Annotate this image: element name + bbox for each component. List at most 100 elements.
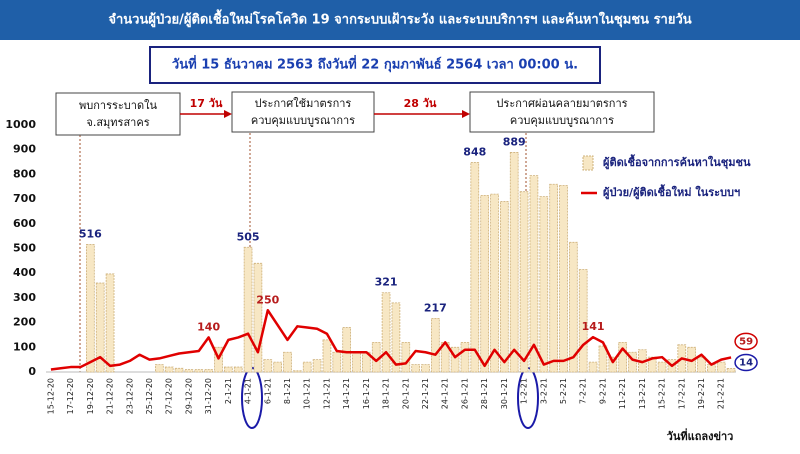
bar bbox=[588, 361, 598, 373]
data-label: 321 bbox=[375, 276, 398, 289]
x-tick-label: 25-12-20 bbox=[145, 378, 154, 414]
x-tick-label: 30-1-21 bbox=[500, 378, 509, 409]
bar bbox=[490, 193, 499, 373]
bar bbox=[204, 369, 213, 373]
bar bbox=[194, 369, 204, 373]
x-tick-label: 31-12-20 bbox=[204, 378, 213, 414]
bar bbox=[184, 369, 194, 373]
bar bbox=[450, 346, 460, 373]
data-label: 140 bbox=[197, 320, 220, 333]
annotation-text: จ.สมุทรสาคร bbox=[86, 116, 149, 129]
data-label: 516 bbox=[79, 228, 102, 241]
x-tick-label: 20-1-21 bbox=[401, 378, 410, 409]
bar bbox=[95, 282, 105, 373]
label-circle bbox=[734, 353, 758, 372]
y-tick-label: 900 bbox=[13, 143, 36, 156]
bar bbox=[697, 356, 706, 373]
x-tick-label: 21-2-21 bbox=[717, 378, 726, 409]
x-tick-label: 3-2-21 bbox=[539, 378, 548, 404]
data-label: 250 bbox=[256, 293, 279, 306]
bar bbox=[352, 351, 361, 373]
bar bbox=[243, 246, 253, 373]
data-label: 14 bbox=[739, 358, 753, 369]
data-label: 889 bbox=[503, 135, 526, 148]
y-tick-label: 200 bbox=[13, 316, 36, 329]
y-tick-label: 700 bbox=[13, 192, 36, 205]
bar bbox=[381, 292, 391, 373]
bar bbox=[608, 356, 618, 373]
bar bbox=[105, 273, 115, 373]
bar bbox=[391, 302, 401, 373]
bar bbox=[539, 196, 549, 373]
x-tick-label: 17-12-20 bbox=[66, 378, 75, 414]
interval-label: 28 วัน bbox=[404, 97, 437, 110]
x-tick-label: 26-1-21 bbox=[460, 378, 469, 409]
plot: 0 100 200 300 400 500 600 700 800 900 1000 15-12-20… bbox=[5, 118, 758, 414]
chart-title: จำนวนผู้ป่วย/ผู้ติดเชื้อใหม่โรคโควิด 19 … bbox=[108, 9, 691, 28]
bar bbox=[293, 370, 302, 373]
x-tick-label: 11-2-21 bbox=[618, 378, 627, 409]
bar bbox=[470, 162, 480, 373]
bar bbox=[431, 318, 440, 373]
data-label: 505 bbox=[237, 230, 260, 243]
bar bbox=[224, 366, 233, 373]
y-tick-label: 300 bbox=[13, 291, 36, 304]
x-tick-label: 2-1-21 bbox=[224, 378, 233, 404]
annotation-text: ควบคุมแบบบูรณาการ bbox=[251, 114, 355, 127]
x-tick-label: 8-1-21 bbox=[283, 378, 292, 404]
bar bbox=[559, 185, 568, 373]
annotation-text: ควบคุมแบบบูรณาการ bbox=[510, 114, 614, 127]
bar bbox=[273, 361, 282, 373]
legend-label: ผู้ป่วย/ผู้ติดเชื้อใหม่ ในระบบฯ bbox=[603, 184, 740, 200]
y-tick-label: 0 bbox=[28, 365, 36, 378]
x-tick-label: 17-2-21 bbox=[677, 378, 686, 409]
bar bbox=[155, 364, 164, 373]
y-tick-label: 600 bbox=[13, 217, 36, 230]
x-tick-label: 19-2-21 bbox=[697, 378, 706, 409]
data-label: 141 bbox=[582, 320, 605, 333]
x-tick-label: 21-12-20 bbox=[106, 378, 115, 414]
bar bbox=[283, 351, 292, 373]
x-tick-label: 5-2-21 bbox=[559, 378, 568, 404]
x-tick-label: 7-2-21 bbox=[579, 378, 588, 404]
bar bbox=[253, 262, 263, 373]
bar bbox=[332, 351, 342, 373]
bar bbox=[549, 183, 558, 373]
x-axis-title: วันที่แถลงข่าว bbox=[667, 428, 734, 443]
annotation-box bbox=[469, 91, 655, 133]
annotation-text: ประกาศใช้มาตรการ bbox=[255, 97, 352, 110]
bar bbox=[519, 191, 529, 373]
x-tick-label: 27-12-20 bbox=[165, 378, 174, 414]
bar bbox=[401, 341, 411, 373]
x-tick-label: 18-1-21 bbox=[382, 378, 391, 409]
x-tick-label: 16-1-21 bbox=[362, 378, 371, 409]
y-tick-label: 500 bbox=[13, 242, 36, 255]
x-tick-label: 19-12-20 bbox=[86, 378, 95, 414]
bar bbox=[509, 152, 519, 373]
x-tick-label: 14-1-21 bbox=[342, 378, 351, 409]
annotation-text: ประกาศผ่อนคลายมาตรการ bbox=[496, 97, 627, 110]
subtitle-box bbox=[149, 46, 601, 84]
bar bbox=[480, 194, 489, 373]
y-tick-label: 100 bbox=[13, 340, 36, 353]
x-tick-label: 28-1-21 bbox=[480, 378, 489, 409]
bar bbox=[569, 241, 578, 373]
bar bbox=[657, 361, 667, 373]
x-tick-label: 6-1-21 bbox=[263, 378, 272, 404]
bar bbox=[263, 359, 273, 373]
bar bbox=[500, 201, 509, 373]
data-label: 59 bbox=[739, 336, 753, 347]
x-tick-label: 22-1-21 bbox=[421, 378, 430, 409]
x-tick-label: 23-12-20 bbox=[125, 378, 134, 414]
bar bbox=[421, 364, 430, 373]
bar bbox=[578, 269, 588, 373]
y-tick-label: 800 bbox=[13, 167, 36, 180]
bar bbox=[628, 351, 637, 373]
label-circle bbox=[734, 332, 758, 351]
x-tick-label: 13-2-21 bbox=[638, 378, 647, 409]
bar bbox=[342, 327, 351, 373]
annotation-text: พบการระบาดใน bbox=[79, 99, 157, 112]
x-tick-label: 12-1-21 bbox=[322, 378, 331, 409]
x-tick-label: 15-2-21 bbox=[658, 378, 667, 409]
